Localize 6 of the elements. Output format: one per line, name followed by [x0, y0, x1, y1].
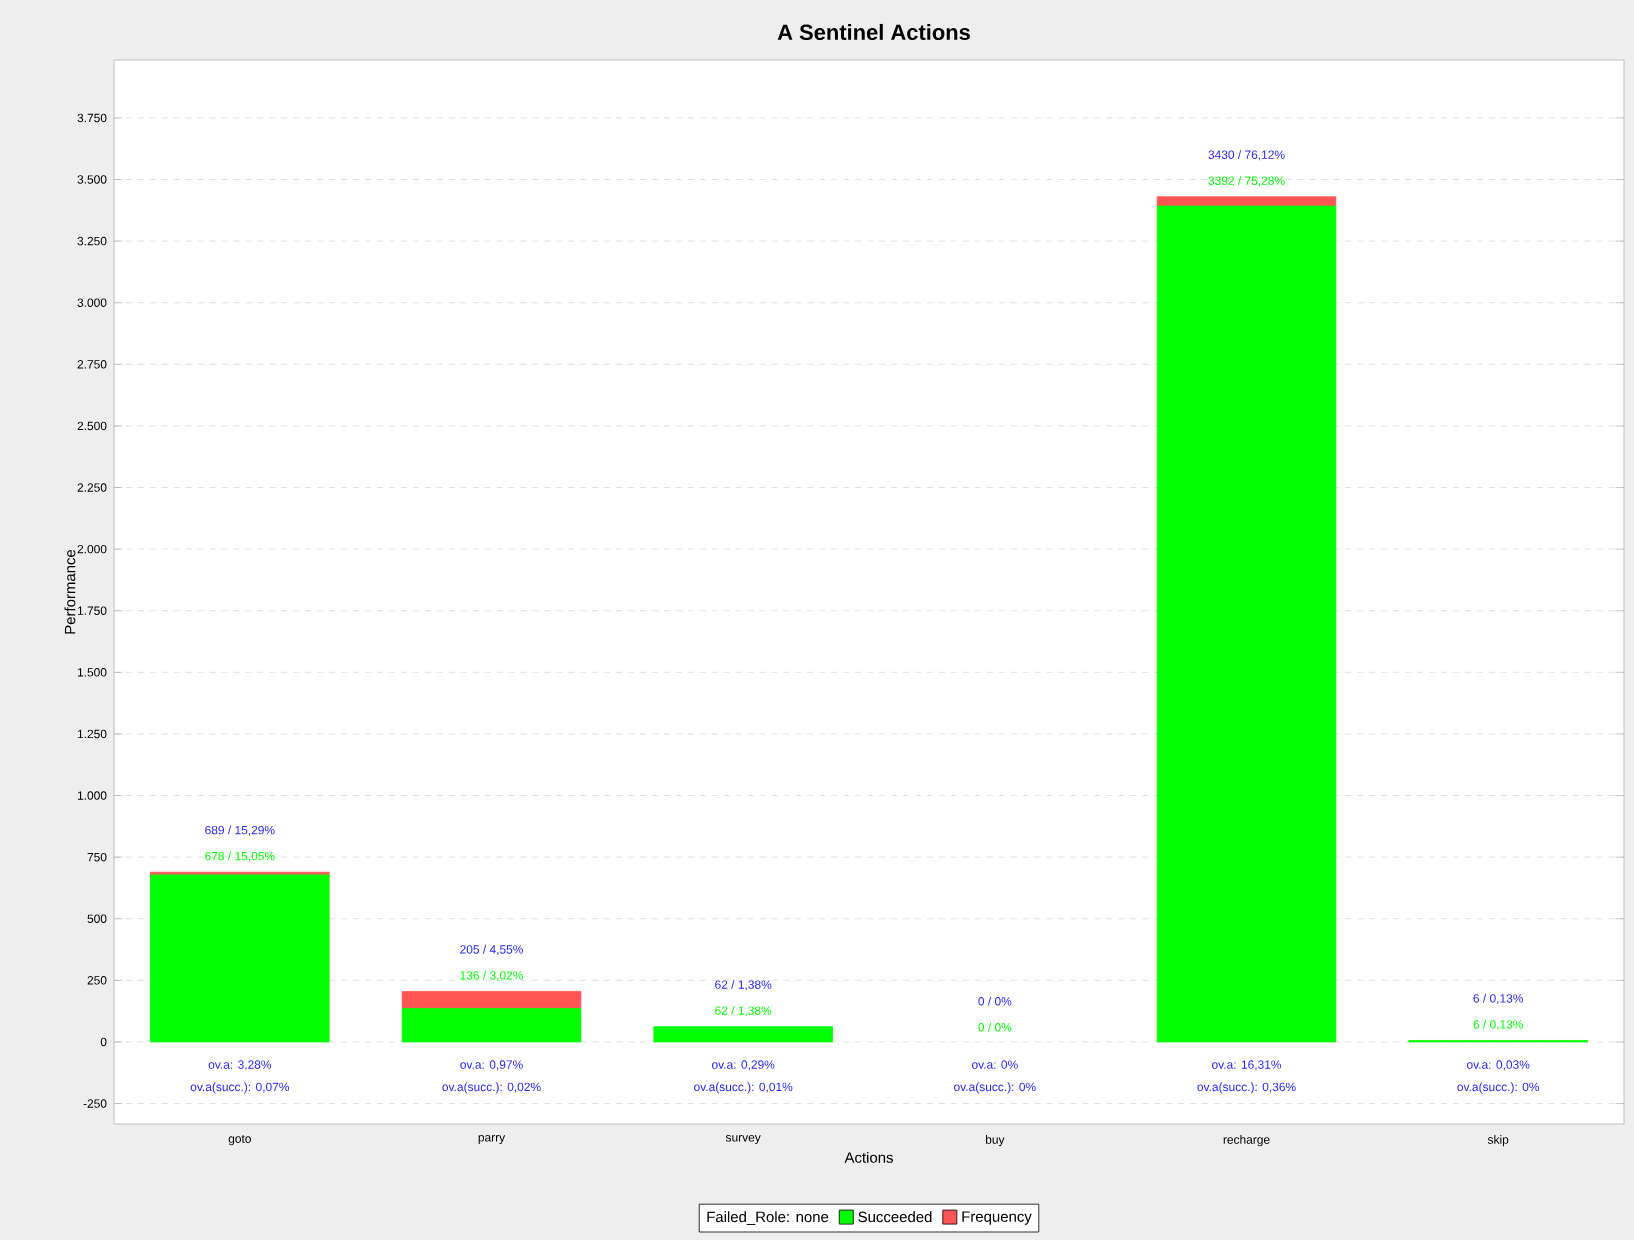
bar — [150, 874, 330, 1043]
bar — [401, 991, 582, 1009]
bar — [1156, 205, 1337, 1043]
bar — [653, 1026, 833, 1043]
bar — [401, 1008, 582, 1043]
chart-title: A Sentinel Actions — [777, 23, 970, 41]
